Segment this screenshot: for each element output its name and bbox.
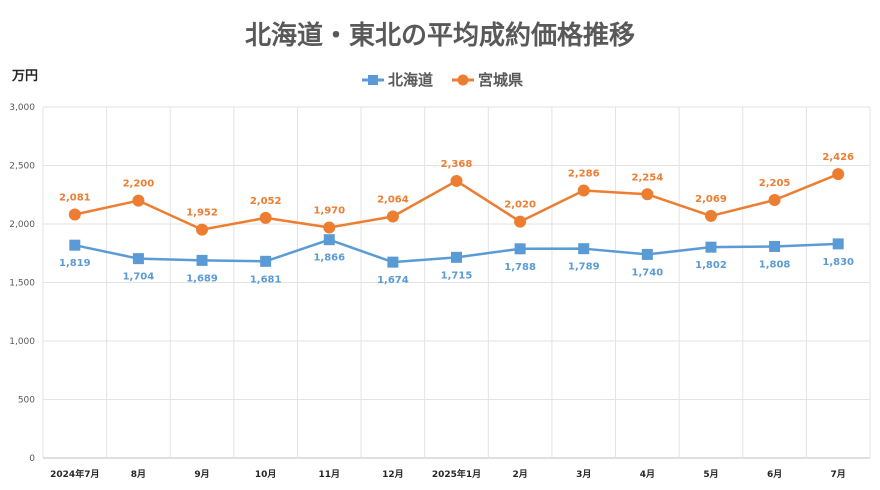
data-label: 1,830 xyxy=(822,257,854,268)
x-tick-label: 7月 xyxy=(831,469,846,480)
series-2: 2,081 2,200 1,952 2,052 1,970 2,064 2,368 2,020… xyxy=(59,152,854,236)
data-point xyxy=(387,256,399,268)
data-label: 1,952 xyxy=(186,208,218,219)
data-point xyxy=(323,221,336,234)
data-point xyxy=(641,188,654,201)
data-label: 1,689 xyxy=(186,273,218,284)
data-point xyxy=(832,168,845,181)
legend-entry: 北海道 xyxy=(388,71,433,89)
x-tick-label: 2月 xyxy=(512,469,527,480)
data-label: 1,970 xyxy=(313,206,345,217)
x-tick-label: 4月 xyxy=(640,469,655,480)
data-label: 2,286 xyxy=(568,169,600,180)
data-label: 2,020 xyxy=(504,200,536,211)
data-point xyxy=(69,239,81,251)
data-point xyxy=(514,243,526,255)
data-label: 1,788 xyxy=(504,262,536,273)
data-label: 1,681 xyxy=(250,274,282,285)
data-point xyxy=(132,253,144,265)
data-point xyxy=(451,251,462,263)
y-tick-label: 1,500 xyxy=(9,279,35,289)
data-label: 2,069 xyxy=(695,194,727,205)
x-tick-label: 2025年1月 xyxy=(432,468,481,480)
data-label: 1,866 xyxy=(313,253,345,264)
data-point xyxy=(196,254,208,266)
data-label: 2,052 xyxy=(250,196,282,207)
data-point xyxy=(704,209,717,222)
data-label: 1,740 xyxy=(632,267,664,278)
y-tick-label: 500 xyxy=(18,396,35,406)
data-point xyxy=(260,255,272,267)
data-label: 2,254 xyxy=(632,172,664,183)
data-point xyxy=(323,234,335,246)
x-tick-label: 10月 xyxy=(255,469,277,480)
x-tick-label: 2024年7月 xyxy=(50,468,99,480)
data-point xyxy=(577,184,590,197)
data-point xyxy=(259,211,272,224)
y-axis-ticks: 0 500 1,000 1,500 2,000 2,500 3,000 xyxy=(9,103,35,464)
data-label: 2,064 xyxy=(377,195,409,206)
series-1: 1,819 1,704 1,689 1,681 1,866 1,674 1,715 1,788… xyxy=(59,234,854,286)
data-point xyxy=(68,208,81,221)
y-tick-label: 1,000 xyxy=(9,337,35,347)
x-tick-label: 11月 xyxy=(319,469,341,480)
data-point xyxy=(641,248,653,260)
x-tick-label: 12月 xyxy=(382,469,404,480)
x-axis-ticks: 2024年7月 8月 9月 10月 11月 12月 2025年1月 2月 3月 4月 5月 6月 7月 xyxy=(50,468,846,480)
data-label: 1,674 xyxy=(377,275,409,286)
x-tick-label: 9月 xyxy=(194,469,209,480)
data-point xyxy=(578,243,590,255)
data-point xyxy=(196,223,209,236)
data-point xyxy=(769,240,781,252)
series-layer: 1,819 1,704 1,689 1,681 1,866 1,674 1,715 1,788… xyxy=(59,152,854,286)
data-label: 1,715 xyxy=(441,270,473,281)
data-label: 1,819 xyxy=(59,258,91,269)
data-label: 1,789 xyxy=(568,262,600,273)
x-tick-label: 5月 xyxy=(703,469,718,480)
data-label: 1,802 xyxy=(695,260,727,271)
data-point xyxy=(832,238,844,250)
data-point xyxy=(132,194,145,207)
data-label: 2,081 xyxy=(59,193,91,204)
x-tick-label: 3月 xyxy=(576,469,591,480)
x-tick-label: 8月 xyxy=(131,469,146,480)
data-label: 1,808 xyxy=(759,259,791,270)
y-tick-label: 2,500 xyxy=(9,162,35,172)
grid xyxy=(42,106,871,459)
data-point xyxy=(768,194,781,207)
y-axis-unit: 万円 xyxy=(11,69,38,84)
data-point xyxy=(386,210,399,223)
x-tick-label: 6月 xyxy=(767,469,782,480)
y-tick-label: 2,000 xyxy=(9,220,35,230)
data-point xyxy=(514,215,527,228)
chart-title: 北海道・東北の平均成約価格推移 xyxy=(245,20,635,51)
data-label: 2,426 xyxy=(822,152,854,163)
data-point xyxy=(450,174,463,187)
data-label: 2,200 xyxy=(123,179,155,190)
data-label: 2,368 xyxy=(441,159,473,170)
data-label: 1,704 xyxy=(123,272,155,283)
y-tick-label: 0 xyxy=(29,454,35,464)
legend-square-marker xyxy=(368,75,378,85)
data-label: 2,205 xyxy=(759,178,791,189)
data-point xyxy=(705,241,717,253)
legend-circle-marker xyxy=(457,74,469,86)
legend: 北海道 宮城県 xyxy=(362,71,523,89)
y-tick-label: 3,000 xyxy=(9,103,35,113)
legend-entry: 宮城県 xyxy=(478,71,523,89)
